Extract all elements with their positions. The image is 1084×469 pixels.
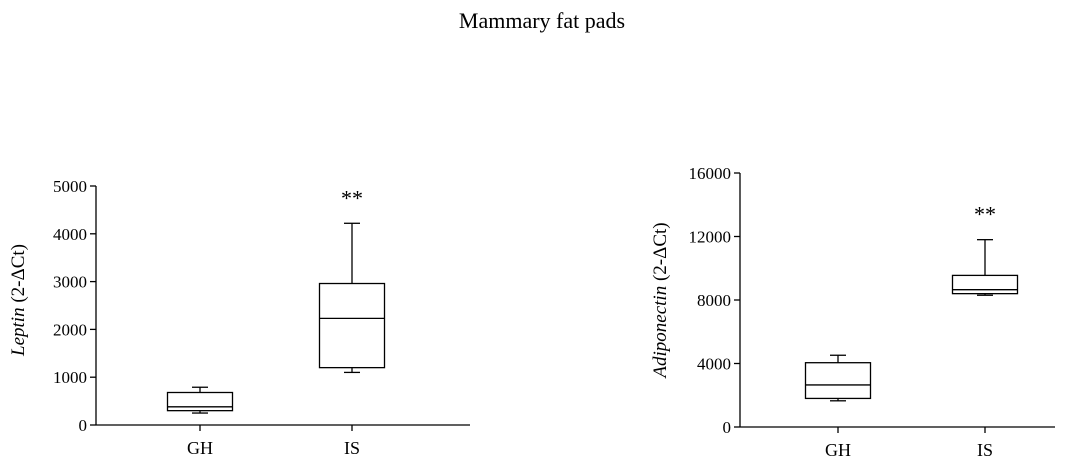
y-tick-label: 16000 [689,164,732,183]
y-tick-label: 8000 [697,291,731,310]
y-tick-label: 3000 [53,273,87,292]
y-axis-label: Leptin (2-ΔCt) [8,244,29,357]
box-iqr [951,274,1019,295]
y-tick-label: 4000 [53,225,87,244]
box-GH [804,354,872,402]
figure-title: Mammary fat pads [458,8,626,33]
significance-label: ** [341,185,363,210]
y-axis-label-unit: (2-ΔCt) [650,222,671,281]
box-GH [166,386,234,414]
y-tick-label: 5000 [53,177,87,196]
y-axis-label: Adiponectin (2-ΔCt) [650,222,671,379]
y-tick-label: 12000 [689,228,732,247]
x-tick-label: GH [187,438,213,458]
y-axis-label-main: Adiponectin [650,281,671,380]
x-tick-label: IS [977,440,993,460]
y-tick-label: 4000 [697,355,731,374]
y-tick-label: 0 [723,418,732,437]
chart-2: 0 4000 8000 12000 16000 GH IS ** Adiponectin (2-… [650,164,1055,460]
y-axis-label-unit: (2-ΔCt) [8,244,29,303]
x-tick-label: GH [825,440,851,460]
x-tick-label: IS [344,438,360,458]
box-IS: ** [318,185,386,374]
y-tick-label: 2000 [53,320,87,339]
box-iqr [318,282,386,369]
box-IS: ** [951,202,1019,296]
y-tick-label: 0 [79,416,88,435]
y-axis-label-main: Leptin [8,303,29,357]
box-iqr [166,391,234,412]
significance-label: ** [974,202,996,227]
box-iqr [804,362,872,400]
chart-1: 0 1000 2000 3000 4000 5000 GH IS ** Leptin (2-ΔCt… [8,177,470,458]
y-tick-label: 1000 [53,368,87,387]
